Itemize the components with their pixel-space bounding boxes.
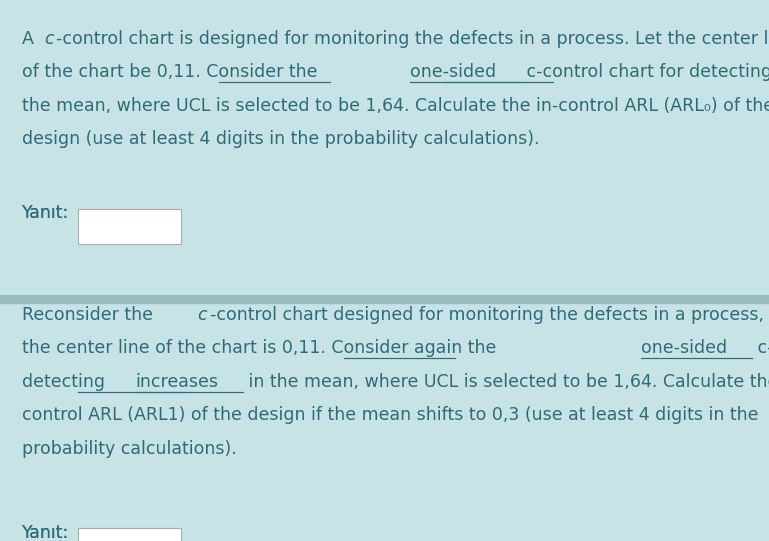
Text: of the chart be 0,11. Consider the: of the chart be 0,11. Consider the	[22, 63, 322, 81]
Text: -control chart is designed for monitoring the defects in a process. Let the cent: -control chart is designed for monitorin…	[56, 30, 769, 48]
FancyBboxPatch shape	[78, 528, 181, 541]
Text: c-control chart for: c-control chart for	[752, 339, 769, 357]
Text: control ARL (ARL1) of the design if the mean shifts to 0,3 (use at least 4 digit: control ARL (ARL1) of the design if the …	[22, 406, 758, 424]
Text: in the mean, where UCL is selected to be 1,64. Calculate the out-of-: in the mean, where UCL is selected to be…	[243, 373, 769, 391]
Text: one-sided: one-sided	[641, 339, 727, 357]
Text: Yanıt:: Yanıt:	[22, 204, 68, 222]
Text: c: c	[44, 30, 54, 48]
Bar	[0, 295, 769, 303]
Text: increases: increases	[135, 373, 218, 391]
Text: A: A	[22, 30, 39, 48]
Text: Reconsider the: Reconsider the	[22, 306, 158, 324]
Text: one-sided: one-sided	[410, 63, 496, 81]
Text: Yanıt:: Yanıt:	[22, 204, 68, 222]
Text: the center line of the chart is 0,11. Consider again the: the center line of the chart is 0,11. Co…	[22, 339, 501, 357]
Text: detecting: detecting	[22, 373, 110, 391]
Text: Yanıt:: Yanıt:	[22, 524, 68, 541]
FancyBboxPatch shape	[78, 208, 181, 243]
Text: c: c	[198, 306, 207, 324]
Text: probability calculations).: probability calculations).	[22, 440, 236, 458]
Text: the mean, where UCL is selected to be 1,64. Calculate the in-control ARL (ARL₀) : the mean, where UCL is selected to be 1,…	[22, 97, 769, 115]
Text: c-control chart for detecting: c-control chart for detecting	[521, 63, 769, 81]
Text: Yanıt:: Yanıt:	[22, 524, 68, 541]
Text: design (use at least 4 digits in the probability calculations).: design (use at least 4 digits in the pro…	[22, 130, 539, 148]
Text: -control chart designed for monitoring the defects in a process, where: -control chart designed for monitoring t…	[210, 306, 769, 324]
